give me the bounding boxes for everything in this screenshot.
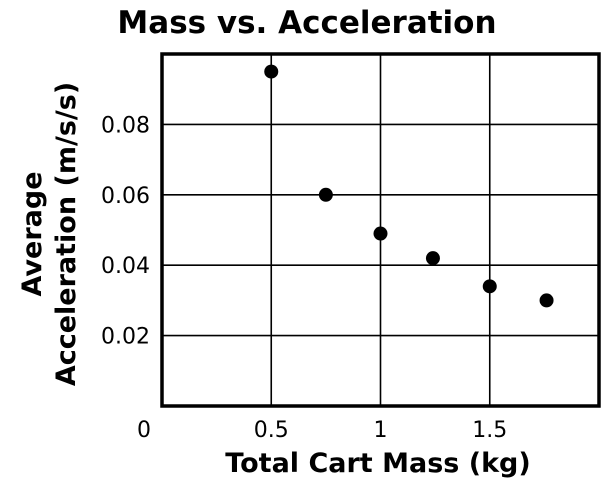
y-tick-label: 0.06 — [101, 184, 150, 209]
x-tick-labels: 0.5 1 1.5 — [254, 418, 508, 443]
data-point — [425, 251, 440, 266]
y-axis-label-line-2: Acceleration (m/s/s) — [51, 82, 82, 386]
y-tick-label: 0.08 — [101, 113, 150, 138]
y-axis-label: Average Acceleration (m/s/s) — [17, 82, 82, 386]
y-axis-label-line-1: Average — [17, 171, 48, 296]
y-tick-label: 0.04 — [101, 254, 150, 279]
x-tick-label: 1 — [374, 418, 388, 443]
data-points — [264, 64, 554, 308]
data-point — [373, 226, 388, 241]
y-tick-labels: 0.02 0.04 0.06 0.08 — [101, 113, 150, 349]
data-point — [539, 293, 554, 308]
x-tick-label: 0.5 — [254, 418, 289, 443]
y-tick-label: 0.02 — [101, 325, 150, 350]
x-tick-label: 1.5 — [472, 418, 507, 443]
plot-area — [160, 52, 601, 408]
chart-title: Mass vs. Acceleration — [117, 5, 496, 41]
data-point — [482, 279, 497, 294]
data-point — [318, 187, 333, 202]
origin-tick-label: 0 — [137, 418, 151, 443]
x-axis-label: Total Cart Mass (kg) — [225, 448, 530, 479]
data-point — [264, 64, 279, 79]
